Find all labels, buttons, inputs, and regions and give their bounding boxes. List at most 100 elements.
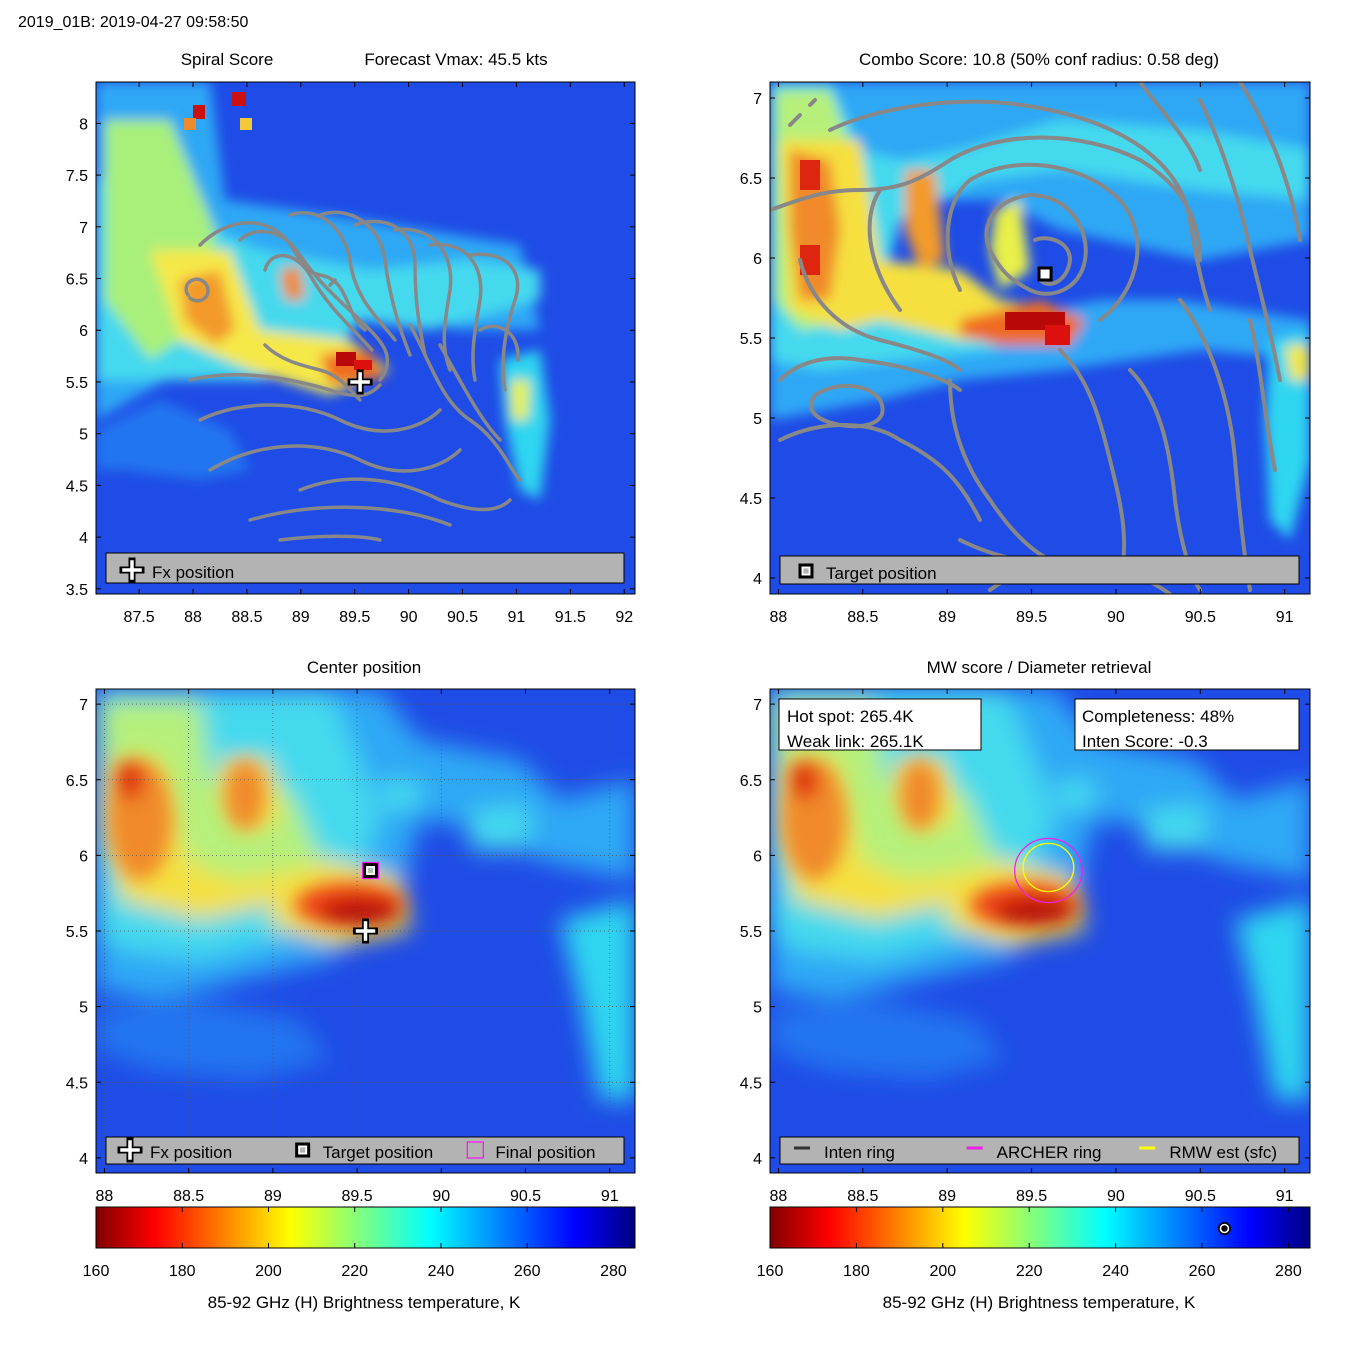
x-tick-label: 89 [938,1188,956,1205]
colorbar-label-right: 85-92 GHz (H) Brightness temperature, K [883,1293,1196,1312]
x-tick-label: 89.5 [339,609,370,626]
legend-label: Target position [323,1143,434,1162]
panel4-legend: Inten ring ARCHER ring RMW est (sfc) [779,1136,1300,1165]
y-tick-label: 5 [753,1000,762,1017]
y-tick-label: 8 [79,116,88,133]
x-tick-label: 91 [1276,1188,1294,1205]
y-tick-label: 4 [79,1151,88,1168]
y-tick-label: 3.5 [66,582,88,599]
y-tick-label: 6 [753,848,762,865]
panel3-gridlines [96,689,635,1173]
panel1-markers [347,369,373,395]
panel4-heatmap [770,689,1310,1173]
legend-label: ARCHER ring [997,1143,1102,1162]
y-tick-label: 7.5 [66,168,88,185]
panel3-legend: Fx position Target position Final position [105,1136,625,1165]
colorbar-tick-label: 240 [1102,1263,1129,1280]
panel2-heatmap [770,82,1310,594]
x-tick-label: 90.5 [1185,1188,1216,1205]
x-tick-label: 90 [1107,1188,1125,1205]
x-tick-label: 90.5 [447,609,478,626]
panel1-title-left: Spiral Score [181,50,274,69]
x-tick-label: 89.5 [1016,1188,1047,1205]
panel1-ticks: 87.5 88 88.5 89 89.5 90 90.5 91 91.5 923.544.555.… [66,82,635,626]
x-tick-label: 90.5 [510,1188,541,1205]
legend-label: Fx position [152,563,234,582]
colorbar-tick-label: 280 [1275,1263,1302,1280]
y-tick-label: 5.5 [66,375,88,392]
panel2-markers [1037,266,1053,282]
final-position-marker [361,861,380,880]
y-tick-label: 6.5 [740,171,762,188]
panel4-title: MW score / Diameter retrieval [927,658,1152,677]
y-tick-label: 4 [753,1151,762,1168]
y-tick-label: 4.5 [66,478,88,495]
legend-plus-icon [119,557,145,583]
panel4-colorbar: 160 180 200 220 240 260 280 85-92 GHz (H) Brig… [757,1206,1311,1312]
y-tick-label: 5 [79,427,88,444]
panel-center-position: Center position [66,658,636,1312]
y-tick-label: 5 [79,1000,88,1017]
y-tick-label: 4 [79,530,88,547]
x-tick-label: 88.5 [847,609,878,626]
x-tick-label: 88 [770,609,788,626]
colorbar-tick-label: 180 [843,1263,870,1280]
legend-final-icon [466,1141,484,1159]
x-tick-label: 88 [770,1188,788,1205]
panel1-heatmap [96,82,635,594]
y-tick-label: 7 [753,91,762,108]
y-tick-label: 6.5 [66,773,88,790]
legend-plus-icon [117,1137,143,1163]
target-position-marker [1037,266,1053,282]
colorbar-tick-label: 180 [169,1263,196,1280]
legend-label: Fx position [150,1143,232,1162]
colorbar-marker-inner [1219,1223,1230,1234]
x-tick-label: 89 [264,1188,282,1205]
x-tick-label: 91 [1276,609,1294,626]
x-tick-label: 90.5 [1185,609,1216,626]
panel1-title-right: Forecast Vmax: 45.5 kts [364,50,547,69]
colorbar-label-left: 85-92 GHz (H) Brightness temperature, K [208,1293,521,1312]
y-tick-label: 6 [79,323,88,340]
y-tick-label: 5 [753,411,762,428]
legend-square-icon [295,1142,311,1158]
legend-label: Inten ring [824,1143,895,1162]
colorbar-tick-label: 280 [600,1263,627,1280]
x-tick-label: 89.5 [342,1188,373,1205]
panel4-info-right: Completeness: 48% Inten Score: -0.3 [1074,698,1300,751]
panel-mw-score: MW score / Diameter retrieval [740,658,1311,1312]
fx-position-marker [347,369,373,395]
x-tick-label: 88.5 [847,1188,878,1205]
x-tick-label: 87.5 [124,609,155,626]
x-tick-label: 89 [292,609,310,626]
x-tick-label: 89 [938,609,956,626]
colorbar-tick-label: 240 [428,1263,455,1280]
x-tick-label: 89.5 [1016,609,1047,626]
x-tick-label: 88 [96,1188,114,1205]
colorbar-tick-label: 160 [83,1263,110,1280]
panel3-heatmap [96,689,635,1173]
panel-combo-score: Combo Score: 10.8 (50% conf radius: 0.58… [740,50,1311,626]
y-tick-label: 4.5 [740,491,762,508]
ring-archer-ring [1014,837,1083,904]
y-tick-label: 5.5 [740,924,762,941]
y-tick-label: 7 [79,697,88,714]
inten-score-text: Inten Score: -0.3 [1082,732,1208,751]
completeness-text: Completeness: 48% [1082,707,1234,726]
y-tick-label: 5.5 [740,331,762,348]
y-tick-label: 4.5 [740,1075,762,1092]
colorbar-tick-label: 260 [514,1263,541,1280]
x-tick-label: 88.5 [231,609,262,626]
legend-label: Final position [495,1143,595,1162]
x-tick-label: 91 [601,1188,619,1205]
x-tick-label: 90 [1107,609,1125,626]
panel2-legend: Target position [779,555,1300,585]
colorbar-tick-label: 260 [1189,1263,1216,1280]
colorbar-tick-label: 220 [1016,1263,1043,1280]
fx-position-marker [353,918,378,944]
panel3-colorbar: 160 180 200 220 240 260 280 85-92 GHz (H) Brig… [83,1206,636,1312]
panel2-ticks: 88 88.5 89 89.5 90 90.5 91 4 4.5 5 5.5 6 6.5 7 [740,82,1310,626]
y-tick-label: 6.5 [740,773,762,790]
panel1-contours [184,210,522,542]
